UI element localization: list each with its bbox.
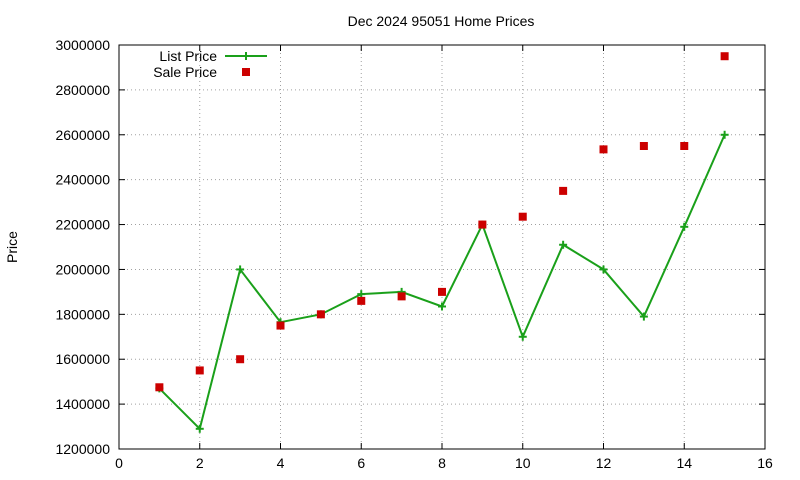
y-tick-label: 1200000 xyxy=(55,441,110,457)
list-price-point xyxy=(720,130,729,139)
x-tick-label: 4 xyxy=(277,455,285,471)
y-tick-label: 1800000 xyxy=(55,306,110,322)
y-tick-label: 2200000 xyxy=(55,217,110,233)
y-tick-label: 1400000 xyxy=(55,396,110,412)
chart-title: Dec 2024 95051 Home Prices xyxy=(348,13,535,29)
x-tick-label: 2 xyxy=(196,455,204,471)
sale-price-point xyxy=(438,287,446,296)
sale-price-point xyxy=(195,366,204,375)
legend-marker xyxy=(242,68,250,76)
sale-price-point xyxy=(397,292,406,301)
y-tick-label: 2600000 xyxy=(55,127,110,143)
series-layer xyxy=(155,52,729,433)
x-tick-label: 10 xyxy=(515,455,531,471)
list-price-point xyxy=(195,424,204,433)
sale-price-point xyxy=(316,310,325,319)
y-tick-label: 3000000 xyxy=(55,37,110,53)
x-tick-label: 0 xyxy=(115,455,123,471)
x-tick-label: 12 xyxy=(596,455,612,471)
list-price-point xyxy=(236,265,245,274)
y-tick-label: 2400000 xyxy=(55,172,110,188)
sale-price-point xyxy=(720,52,729,61)
x-tick-label: 6 xyxy=(357,455,365,471)
legend-label: List Price xyxy=(159,48,217,64)
sale-price-point xyxy=(478,220,487,229)
sale-price-point xyxy=(559,186,568,195)
list-price-point xyxy=(357,290,366,299)
axis-layer: 0 2 4 6 8 10 12 14 16 1200000 1400000 1600000 180000… xyxy=(55,37,773,471)
legend-label: Sale Price xyxy=(153,64,217,80)
x-tick-label: 14 xyxy=(676,455,692,471)
sale-price-point xyxy=(518,212,527,221)
x-tick-label: 16 xyxy=(757,455,773,471)
list-price-point xyxy=(559,240,568,249)
y-tick-label: 2800000 xyxy=(55,82,110,98)
y-axis-label: Price xyxy=(4,231,20,263)
y-tick-label: 2000000 xyxy=(55,261,110,277)
series-2 xyxy=(155,52,729,392)
list-price-point xyxy=(680,222,689,231)
sale-price-point xyxy=(276,321,285,330)
x-tick-label: 8 xyxy=(438,455,446,471)
list-price-point xyxy=(599,265,608,274)
legend-marker xyxy=(242,52,250,60)
sale-price-point xyxy=(639,142,648,150)
grid-layer xyxy=(119,45,765,449)
sale-price-point xyxy=(236,355,245,364)
list-price-point xyxy=(518,332,527,341)
sale-price-point xyxy=(680,142,689,150)
list-price-point xyxy=(639,312,648,321)
sale-price-point xyxy=(357,296,366,305)
y-tick-label: 1600000 xyxy=(55,351,110,367)
sale-price-point xyxy=(155,383,164,392)
list-price-point xyxy=(438,302,446,311)
sale-price-point xyxy=(599,145,608,154)
